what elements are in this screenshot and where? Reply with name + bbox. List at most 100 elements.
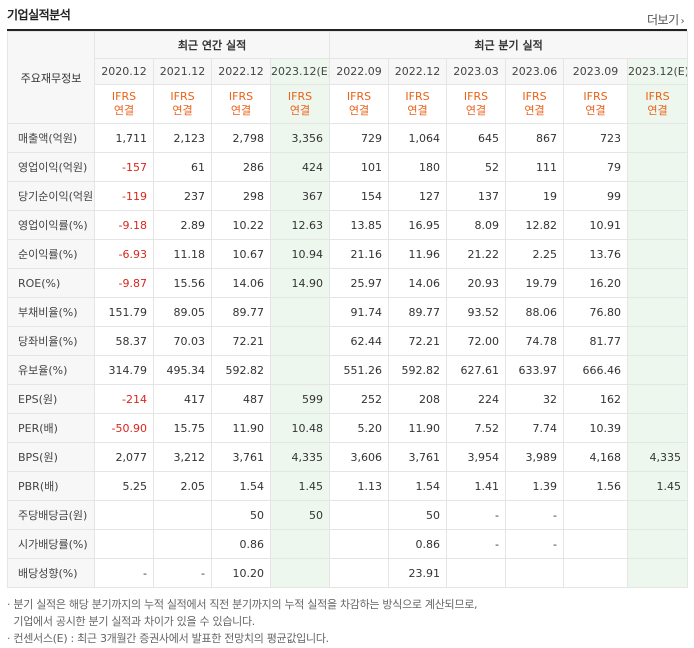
annual-period-header: 2021.12	[153, 58, 212, 85]
quarter-value-cell: 20.93	[446, 268, 507, 298]
table-row: 당좌비율(%) 58.37 70.03 72.21 62.44 72.21 72.00 74.…	[7, 326, 689, 356]
quarter-value-cell: 21.16	[329, 239, 390, 269]
ifrs-badge: IFRS 연결	[269, 84, 331, 124]
annual-value-cell: 14.06	[211, 268, 271, 298]
quarter-value-cell	[627, 181, 689, 211]
annual-value-cell: 1.54	[211, 471, 271, 501]
table-row: 영업이익률(%) -9.18 2.89 10.22 12.63 13.85 16.95 8.0…	[7, 210, 689, 240]
quarter-value-cell	[627, 268, 689, 298]
annual-value-cell: 2.89	[153, 210, 212, 240]
more-link[interactable]: 더보기 ›	[647, 11, 685, 28]
row-label: 부채비율(%)	[7, 297, 95, 327]
ifrs-label: IFRS	[346, 90, 372, 103]
annual-value-cell	[269, 355, 331, 385]
row-label: 시가배당률(%)	[7, 529, 95, 559]
quarter-value-cell: 11.90	[388, 413, 448, 443]
table-row: ROE(%) -9.87 15.56 14.06 14.90 25.97 14.06 20.9…	[7, 268, 689, 298]
annual-value-cell: 2,077	[94, 442, 154, 472]
quarter-value-cell: 3,761	[388, 442, 448, 472]
row-label: PBR(배)	[7, 471, 95, 501]
annual-value-cell: 70.03	[153, 326, 212, 356]
annual-value-cell: 487	[211, 384, 271, 414]
quarter-value-cell	[627, 210, 689, 240]
title-divider	[7, 29, 687, 31]
annual-value-cell: 417	[153, 384, 212, 414]
table-row: PBR(배) 5.25 2.05 1.54 1.45 1.13 1.54 1.41 1.39 1.…	[7, 471, 689, 501]
quarter-value-cell: 76.80	[563, 297, 629, 327]
consolidated-label: 연결	[113, 104, 135, 117]
row-label-header: 주요재무정보	[7, 31, 95, 124]
annual-value-cell: 10.48	[269, 413, 331, 443]
annual-value-cell: 11.18	[153, 239, 212, 269]
ifrs-badge: IFRS 연결	[211, 84, 271, 124]
row-label: 매출액(억원)	[7, 123, 95, 153]
annual-value-cell: 14.90	[269, 268, 331, 298]
quarter-value-cell: 208	[388, 384, 448, 414]
ifrs-badge: IFRS 연결	[446, 84, 507, 124]
quarter-value-cell: 11.96	[388, 239, 448, 269]
row-label: 순이익률(%)	[7, 239, 95, 269]
quarter-value-cell: 101	[329, 152, 390, 182]
annual-value-cell: 10.22	[211, 210, 271, 240]
annual-value-cell: 10.67	[211, 239, 271, 269]
annual-value-cell: 89.05	[153, 297, 212, 327]
quarter-value-cell	[563, 500, 629, 530]
quarter-value-cell: 180	[388, 152, 448, 182]
quarter-value-cell	[627, 152, 689, 182]
row-label: 배당성향(%)	[7, 558, 95, 588]
table-row: 유보율(%) 314.79 495.34 592.82 551.26 592.82 627.…	[7, 355, 689, 385]
quarter-value-cell: 16.95	[388, 210, 448, 240]
annual-value-cell: 0.86	[211, 529, 271, 559]
table-row: 주당배당금(원) 50 50 50- -	[7, 500, 689, 530]
table-row: PER(배) -50.90 15.75 11.90 10.48 5.20 11.90 7.52…	[7, 413, 689, 443]
footnote-3: · 컨센서스(E) : 최근 3개월간 증권사에서 발표한 전망치의 평균값입니…	[7, 632, 329, 645]
chevron-right-icon: ›	[680, 16, 685, 27]
quarter-value-cell: 3,989	[505, 442, 565, 472]
header-group-row: 주요재무정보 최근 연간 실적 최근 분기 실적	[7, 31, 689, 124]
annual-value-cell: 314.79	[94, 355, 154, 385]
quarter-value-cell: 72.21	[388, 326, 448, 356]
quarter-value-cell: 10.91	[563, 210, 629, 240]
consolidated-label: 연결	[348, 104, 370, 117]
quarter-value-cell: 645	[446, 123, 507, 153]
ifrs-label: IFRS	[583, 90, 608, 103]
table-row: 배당성향(%) - -10.20 23.91	[7, 558, 689, 588]
annual-value-cell: 10.20	[211, 558, 271, 588]
ifrs-badge: IFRS 연결	[627, 84, 689, 124]
quarter-value-cell: 81.77	[563, 326, 629, 356]
quarter-value-cell	[627, 326, 689, 356]
quarter-value-cell: 5.20	[329, 413, 390, 443]
annual-value-cell: -9.87	[94, 268, 154, 298]
row-label: 영업이익(억원)	[7, 152, 95, 182]
quarter-value-cell: 62.44	[329, 326, 390, 356]
annual-value-cell: 5.25	[94, 471, 154, 501]
quarter-value-cell: 592.82	[388, 355, 448, 385]
quarter-value-cell: 21.22	[446, 239, 507, 269]
quarter-value-cell: 10.39	[563, 413, 629, 443]
row-label: 영업이익률(%)	[7, 210, 95, 240]
annual-value-cell	[269, 297, 331, 327]
footnote-2: 기업에서 공시한 분기 실적과 차이가 있을 수 있습니다.	[7, 615, 256, 628]
row-label: 당기순이익(억원)	[7, 181, 95, 211]
header-date-row: 2020.12 2021.12 2022.12 2023.12(E) 2022.09 20…	[8, 58, 689, 85]
table-row: 매출액(억원) 1,711 2,123 2,798 3,356 729 1,064 645 86…	[7, 123, 689, 153]
ifrs-badge: IFRS 연결	[153, 84, 212, 124]
quarter-value-cell: -	[505, 529, 565, 559]
financial-table: 주요재무정보 최근 연간 실적 최근 분기 실적 2020.12 2021.12 2022…	[7, 31, 689, 588]
annual-value-cell	[153, 500, 212, 530]
ifrs-badge: IFRS 연결	[94, 84, 154, 124]
annual-value-cell	[153, 529, 212, 559]
quarter-value-cell: -	[446, 500, 507, 530]
more-label[interactable]: 더보기	[647, 13, 679, 27]
quarter-period-header: 2022.09	[329, 58, 390, 85]
consolidated-label: 연결	[407, 104, 428, 117]
annual-value-cell: 2,798	[211, 123, 271, 153]
quarter-value-cell: 1,064	[388, 123, 448, 153]
quarter-value-cell: 729	[329, 123, 390, 153]
quarter-value-cell	[563, 529, 629, 559]
quarter-value-cell: 8.09	[446, 210, 507, 240]
table-row: 영업이익(억원) -157 61 286 424 101 180 52 111 79	[7, 152, 689, 182]
annual-value-cell	[269, 326, 331, 356]
quarter-value-cell: 154	[329, 181, 390, 211]
quarter-value-cell: 16.20	[563, 268, 629, 298]
